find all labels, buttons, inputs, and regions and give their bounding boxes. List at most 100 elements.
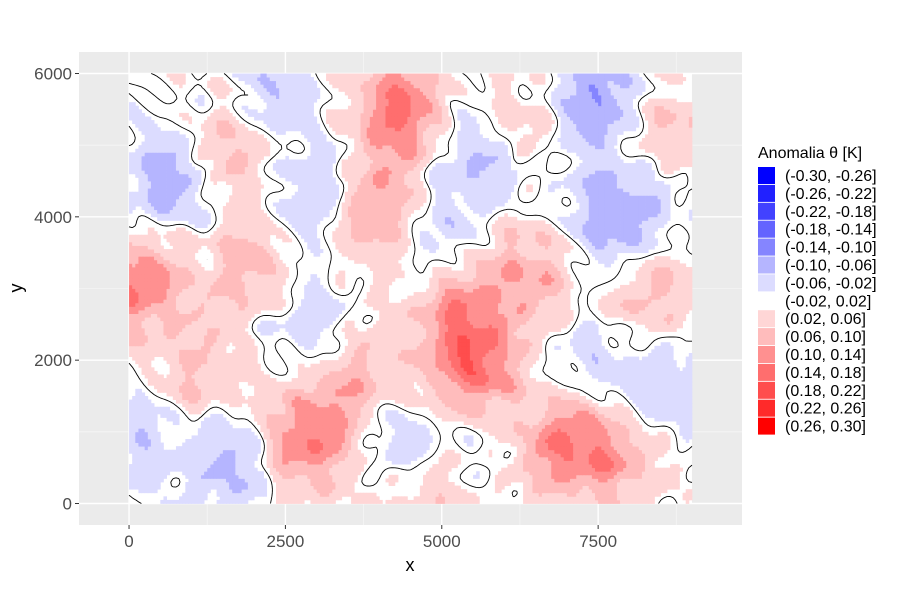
heatmap-cell (347, 403, 352, 408)
heatmap-cell (351, 453, 355, 458)
heatmap-cell (563, 489, 568, 494)
heatmap-cell (225, 392, 230, 397)
heatmap-cell (247, 489, 252, 494)
heatmap-cell (229, 378, 233, 383)
heatmap-cell (335, 482, 339, 486)
heatmap-cell (169, 388, 174, 393)
heatmap-cell (529, 456, 533, 461)
heatmap-cell (441, 474, 446, 479)
heatmap-cell (435, 399, 440, 404)
heatmap-cell (397, 396, 402, 400)
heatmap-cell (538, 403, 543, 408)
heatmap-cell (335, 370, 339, 375)
heatmap-cell (679, 413, 683, 418)
heatmap-cell (519, 471, 524, 476)
heatmap-cell (638, 467, 643, 472)
heatmap-cell (651, 449, 655, 454)
heatmap-cell (225, 370, 230, 375)
heatmap-cell (435, 410, 440, 415)
heatmap-cell (688, 396, 693, 400)
heatmap-cell (682, 378, 687, 383)
heatmap-cell (576, 403, 580, 408)
heatmap-cell (648, 478, 652, 483)
heatmap-cell (526, 417, 530, 422)
heatmap-cell (507, 431, 511, 436)
heatmap-cell (413, 499, 418, 504)
heatmap-cell (579, 474, 583, 479)
heatmap-cell (482, 388, 486, 393)
heatmap-cell (463, 403, 468, 408)
heatmap-cell (394, 442, 399, 447)
heatmap-cell (200, 482, 205, 486)
heatmap-cell (222, 396, 227, 400)
heatmap-cell (573, 424, 577, 429)
heatmap-cell (254, 435, 258, 440)
heatmap-cell (132, 449, 136, 454)
heatmap-cell (426, 385, 430, 390)
heatmap-cell (457, 496, 461, 501)
heatmap-cell (210, 374, 214, 379)
heatmap-cell (432, 499, 436, 504)
heatmap-cell (573, 406, 577, 411)
heatmap-cell (301, 378, 305, 383)
heatmap-cell (426, 378, 430, 383)
heatmap-cell (488, 381, 493, 386)
heatmap-cell (185, 388, 189, 393)
heatmap-cell (648, 385, 652, 390)
heatmap-cell (197, 467, 202, 472)
heatmap-cell (463, 378, 468, 383)
heatmap-cell (294, 413, 299, 418)
heatmap-cell (388, 388, 393, 393)
heatmap-cell (307, 482, 311, 486)
heatmap-cell (501, 431, 505, 436)
heatmap-cell (301, 460, 305, 465)
heatmap-cell (316, 464, 321, 469)
heatmap-cell (416, 370, 421, 375)
heatmap-cell (444, 396, 449, 400)
heatmap-cell (338, 471, 343, 476)
heatmap-cell (225, 381, 230, 386)
heatmap-cell (163, 413, 167, 418)
heatmap-cell (423, 424, 427, 429)
heatmap-cell (523, 460, 527, 465)
heatmap-cell (457, 489, 461, 494)
heatmap-cell (416, 499, 421, 504)
heatmap-cell (585, 460, 590, 465)
heatmap-cell (204, 388, 208, 393)
heatmap-cell (335, 485, 339, 490)
heatmap-cell (657, 442, 662, 447)
heatmap-cell (432, 396, 436, 400)
heatmap-cell (175, 370, 180, 375)
heatmap-cell (513, 396, 518, 400)
heatmap-cell (301, 424, 305, 429)
heatmap-cell (404, 385, 408, 390)
heatmap-cell (232, 464, 236, 469)
heatmap-cell (645, 456, 649, 461)
heatmap-cell (532, 492, 536, 497)
heatmap-cell (676, 464, 680, 469)
heatmap-cell (194, 406, 199, 411)
heatmap-cell (272, 378, 277, 383)
heatmap-cell (188, 385, 192, 390)
heatmap-cell (444, 370, 449, 375)
heatmap-cell (310, 442, 314, 447)
heatmap-cell (654, 449, 658, 454)
heatmap-cell (160, 406, 164, 411)
heatmap-cell (529, 489, 533, 494)
heatmap-cell (560, 403, 565, 408)
heatmap-cell (610, 489, 615, 494)
heatmap-cell (607, 478, 612, 483)
heatmap-cell (544, 417, 549, 422)
heatmap-cell (341, 388, 346, 393)
heatmap-cell (479, 374, 483, 379)
heatmap-cell (435, 392, 440, 397)
heatmap-cell (279, 453, 283, 458)
heatmap-cell (498, 413, 502, 418)
heatmap-cell (598, 431, 602, 436)
heatmap-cell (601, 424, 605, 429)
heatmap-cell (304, 492, 308, 497)
heatmap-cell (560, 406, 565, 411)
heatmap-cell (591, 449, 596, 454)
heatmap-cell (213, 370, 218, 375)
heatmap-cell (685, 392, 690, 397)
